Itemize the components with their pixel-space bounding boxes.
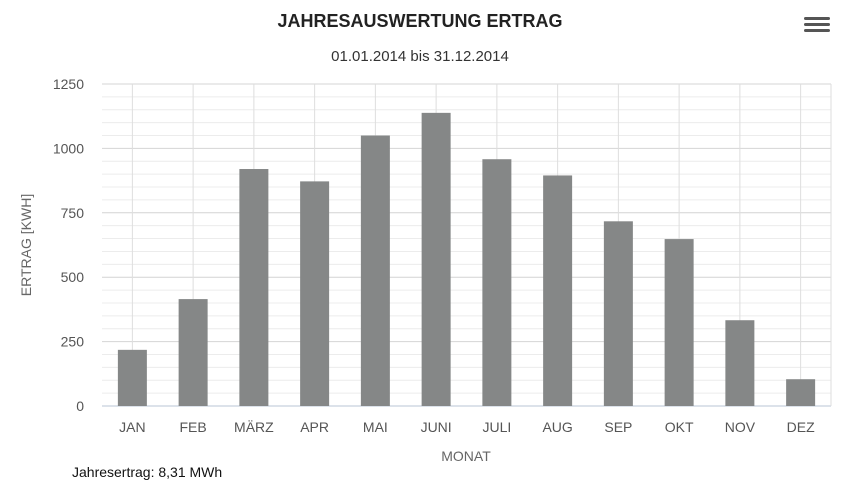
x-tick-label: JULI [482,419,511,435]
y-axis-ticks: 0 250 500 750 1000 1250 [53,76,84,414]
y-tick-label: 750 [61,205,85,221]
bar[interactable] [178,299,208,406]
x-tick-label: SEP [604,419,632,435]
x-tick-label: APR [300,419,329,435]
x-tick-label: MAI [363,419,388,435]
annual-yield-text: Jahresertrag: 8,31 MWh [72,464,223,480]
bar[interactable] [725,320,755,406]
bars [117,112,816,406]
chart-title: JAHRESAUSWERTUNG ERTRAG [277,11,562,31]
y-tick-label: 0 [76,398,84,414]
hamburger-menu-icon [804,23,830,26]
y-tick-label: 1250 [53,76,84,92]
x-tick-label: FEB [180,419,207,435]
y-tick-label: 250 [61,334,85,350]
x-axis-ticks: JAN FEB MÄRZ APR MAI JUNI JULI AUG SEP OKT NOV DEZ [119,419,815,435]
y-tick-label: 500 [61,269,85,285]
x-tick-label: JAN [119,419,145,435]
bar[interactable] [482,159,512,406]
x-tick-label: JUNI [421,419,452,435]
bar[interactable] [239,169,269,406]
x-tick-label: OKT [665,419,694,435]
bar[interactable] [543,175,573,406]
x-tick-label: AUG [542,419,572,435]
bar[interactable] [300,181,330,406]
x-tick-label: DEZ [787,419,815,435]
x-axis-title: MONAT [441,448,491,464]
x-tick-label: MÄRZ [234,419,274,435]
bar[interactable] [786,379,816,406]
chart-subtitle: 01.01.2014 bis 31.12.2014 [331,48,509,65]
hamburger-menu-icon [804,17,830,20]
minor-gridlines [102,96,831,394]
bar[interactable] [421,112,451,406]
bar[interactable] [664,239,694,406]
bar[interactable] [117,349,147,406]
hamburger-menu-icon [804,29,830,32]
major-gridlines [102,83,831,407]
x-tick-label: NOV [725,419,756,435]
bar[interactable] [603,221,633,406]
y-axis-title: ERTRAG [KWH] [18,194,34,296]
bar[interactable] [360,135,390,406]
y-tick-label: 1000 [53,140,84,156]
chart-menu-button[interactable] [804,14,830,38]
